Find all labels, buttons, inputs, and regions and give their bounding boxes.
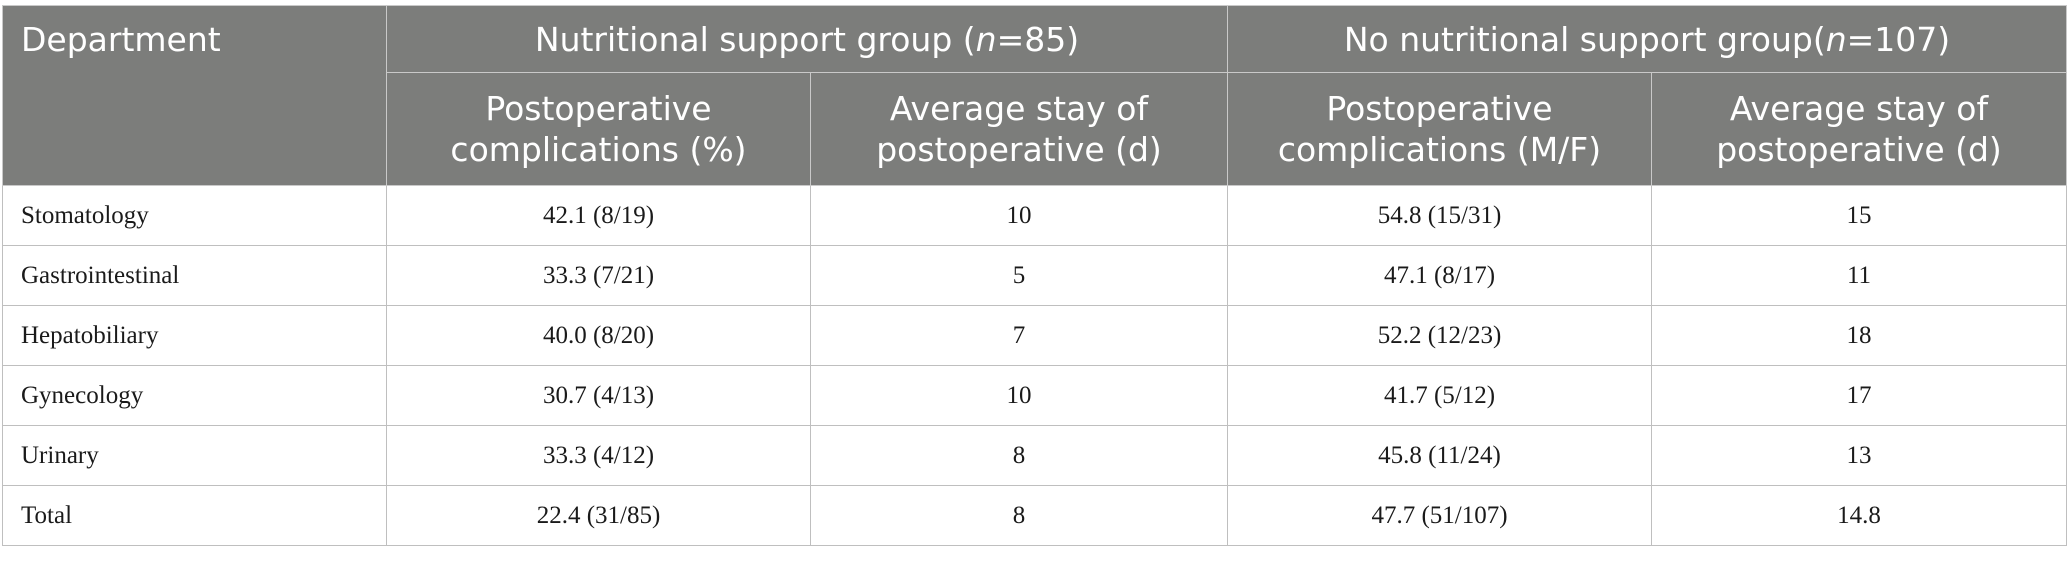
subcolumn-header: Postoperative complications (%) xyxy=(386,72,811,186)
table-row-total: Total 22.4 (31/85) 8 47.7 (51/107) 14.8 xyxy=(2,485,2067,546)
table-row: Gastrointestinal 33.3 (7/21) 5 47.1 (8/1… xyxy=(2,245,2067,306)
table-cell: 45.8 (11/24) xyxy=(1227,425,1652,486)
table-cell: 42.1 (8/19) xyxy=(386,185,811,246)
subcolumn-header-line1: Postoperative xyxy=(485,89,712,128)
table-cell: 47.7 (51/107) xyxy=(1227,485,1652,546)
table-cell: 52.2 (12/23) xyxy=(1227,305,1652,366)
table-cell: 41.7 (5/12) xyxy=(1227,365,1652,426)
subcolumn-header-line2: complications (M/F) xyxy=(1277,130,1602,169)
table-cell: 14.8 xyxy=(1651,485,2067,546)
table-cell: 17 xyxy=(1651,365,2067,426)
table-cell: 54.8 (15/31) xyxy=(1227,185,1652,246)
table-cell: 33.3 (4/12) xyxy=(386,425,811,486)
table-cell: 8 xyxy=(810,485,1228,546)
table-cell: 10 xyxy=(810,365,1228,426)
department-cell: Stomatology xyxy=(2,185,387,246)
table-cell: 30.7 (4/13) xyxy=(386,365,811,426)
department-cell: Hepatobiliary xyxy=(2,305,387,366)
table-cell: 22.4 (31/85) xyxy=(386,485,811,546)
table-cell: 18 xyxy=(1651,305,2067,366)
table-cell: 13 xyxy=(1651,425,2067,486)
table-cell: 40.0 (8/20) xyxy=(386,305,811,366)
group1-n-symbol: n xyxy=(975,19,997,59)
subcolumn-header: Postoperative complications (M/F) xyxy=(1227,72,1652,186)
subcolumn-header-line2: postoperative (d) xyxy=(1716,130,2002,169)
subcolumn-header: Average stay of postoperative (d) xyxy=(810,72,1228,186)
subcolumn-header-line1: Average stay of xyxy=(1729,89,1989,128)
subcolumn-header: Average stay of postoperative (d) xyxy=(1651,72,2067,186)
department-cell: Total xyxy=(2,485,387,546)
header-subcolumn-row: Postoperative complications (%) Average s… xyxy=(3,72,2067,186)
table-cell: 7 xyxy=(810,305,1228,366)
table-cell: 15 xyxy=(1651,185,2067,246)
table-row: Gynecology 30.7 (4/13) 10 41.7 (5/12) 17 xyxy=(2,365,2067,426)
table-cell: 10 xyxy=(810,185,1228,246)
department-header: Department xyxy=(2,5,387,186)
results-table: Department Nutritional support group (n=… xyxy=(2,5,2067,546)
table-cell: 47.1 (8/17) xyxy=(1227,245,1652,306)
table-cell: 33.3 (7/21) xyxy=(386,245,811,306)
table-cell: 11 xyxy=(1651,245,2067,306)
table-header: Department Nutritional support group (n=… xyxy=(2,5,2067,186)
table-body: Stomatology 42.1 (8/19) 10 54.8 (15/31) … xyxy=(2,185,2067,546)
nutritional-support-group-header: Nutritional support group (n=85) xyxy=(386,5,1228,73)
table-row: Urinary 33.3 (4/12) 8 45.8 (11/24) 13 xyxy=(2,425,2067,486)
department-cell: Gynecology xyxy=(2,365,387,426)
subcolumn-header-line1: Average stay of xyxy=(889,89,1149,128)
department-cell: Urinary xyxy=(2,425,387,486)
subcolumn-header-line1: Postoperative xyxy=(1326,89,1553,128)
table-cell: 8 xyxy=(810,425,1228,486)
no-nutritional-support-group-header: No nutritional support group(n=107) xyxy=(1227,5,2067,73)
group1-label-pre: Nutritional support group ( xyxy=(534,19,976,59)
department-cell: Gastrointestinal xyxy=(2,245,387,306)
table-row: Hepatobiliary 40.0 (8/20) 7 52.2 (12/23)… xyxy=(2,305,2067,366)
table-cell: 5 xyxy=(810,245,1228,306)
group1-label-post: =85) xyxy=(996,19,1080,59)
header-group-row: Department Nutritional support group (n=… xyxy=(2,5,2067,186)
subcolumn-header-line2: postoperative (d) xyxy=(876,130,1162,169)
table-row: Stomatology 42.1 (8/19) 10 54.8 (15/31) … xyxy=(2,185,2067,246)
subcolumn-header-line2: complications (%) xyxy=(450,130,747,169)
group2-label-pre: No nutritional support group( xyxy=(1343,19,1826,59)
group2-label-post: =107) xyxy=(1846,19,1951,59)
group2-n-symbol: n xyxy=(1825,19,1847,59)
